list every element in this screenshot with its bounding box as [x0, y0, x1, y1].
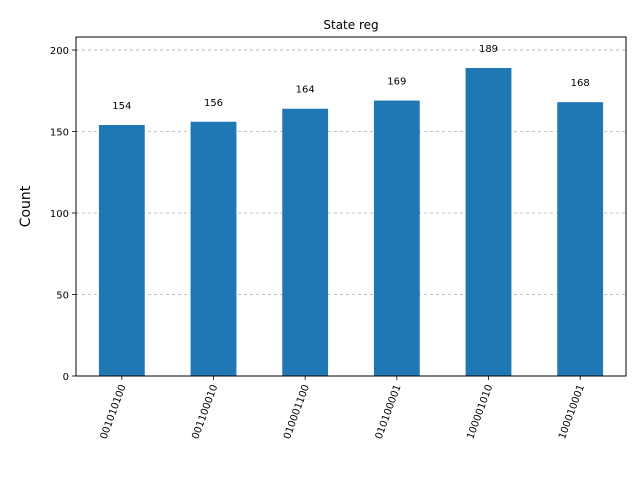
x-axis-ticks: 001010100 001100010 010001100 010100001 1000…: [99, 376, 587, 441]
bars: [98, 67, 604, 377]
bar-value-label: 154: [112, 101, 131, 112]
y-tick-label: 100: [50, 209, 69, 220]
plot-frame: [75, 36, 627, 377]
chart-title: State reg: [323, 18, 378, 32]
bar-010001100: [282, 108, 329, 376]
bar-100010001: [557, 102, 604, 376]
y-axis-ticks: 0 50 100 150 200: [50, 46, 76, 383]
bar-010100001: [373, 100, 420, 376]
x-tick-label: 001010100: [99, 383, 129, 441]
y-tick-label: 200: [50, 46, 69, 57]
y-tick-label: 0: [63, 372, 69, 383]
bar-value-label: 189: [479, 44, 498, 55]
bar-001010100: [98, 125, 145, 376]
bar-value-label: 168: [571, 78, 590, 89]
x-tick-label: 100001010: [465, 383, 495, 441]
x-tick-label: 100010001: [557, 383, 587, 441]
bar-001100010: [190, 121, 237, 376]
y-tick-label: 150: [50, 128, 69, 139]
x-tick-label: 010100001: [374, 383, 404, 441]
bar-value-label: 156: [204, 98, 223, 109]
y-tick-label: 50: [56, 291, 69, 302]
grid-lines: [76, 49, 626, 295]
bar-value-label: 169: [387, 77, 406, 88]
bar-value-labels: 154 156 164 169 189 168: [112, 44, 589, 112]
bar-value-label: 164: [296, 85, 315, 96]
x-tick-label: 001100010: [190, 383, 220, 441]
bar-100001010: [465, 67, 512, 377]
x-tick-label: 010001100: [282, 383, 312, 441]
y-axis-label: Count: [18, 185, 34, 227]
